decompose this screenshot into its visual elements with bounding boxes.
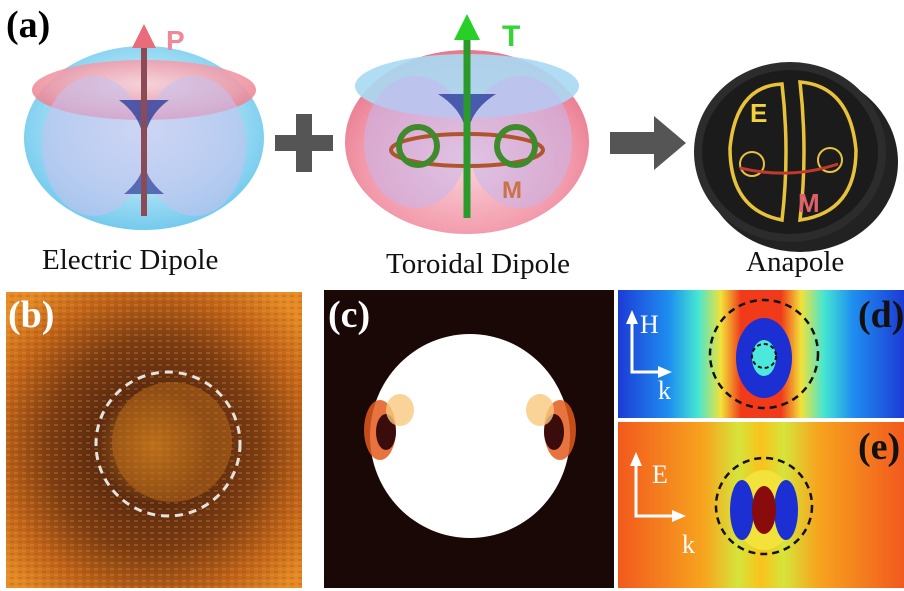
panel-b-label: (b): [8, 294, 55, 336]
anapole-m-label: M: [798, 188, 820, 218]
anapole-e-label: E: [750, 98, 767, 128]
panel-d-label: (d): [858, 294, 904, 336]
caption-electric-dipole: Electric Dipole: [42, 244, 219, 276]
panel-b-image: [6, 292, 302, 588]
panel-c-label: (c): [328, 294, 371, 336]
toroidal-dipole-illustration: T M: [345, 14, 589, 234]
electric-dipole-illustration: P: [24, 24, 264, 230]
toroidal-t-label: T: [502, 20, 520, 53]
toroidal-m-label: M: [502, 177, 522, 204]
panel-d-image: [618, 290, 904, 418]
panel-e-image: [618, 422, 904, 588]
anapole-illustration: E M: [694, 62, 898, 252]
plus-icon: [275, 114, 333, 172]
panel-a-label: (a): [6, 4, 51, 46]
caption-anapole: Anapole: [746, 246, 845, 278]
panel-e-axis-k-label: k: [682, 530, 695, 559]
panel-d-axis-h-label: H: [640, 310, 659, 339]
caption-toroidal-dipole: Toroidal Dipole: [386, 248, 571, 280]
panel-d-axis-k-label: k: [658, 376, 671, 405]
panel-c-image: [324, 290, 614, 588]
panel-e-label: (e): [858, 426, 901, 468]
right-arrow-icon: [610, 116, 686, 170]
dipole-p-label: P: [166, 25, 185, 56]
panel-e-axis-e-label: E: [652, 460, 668, 489]
